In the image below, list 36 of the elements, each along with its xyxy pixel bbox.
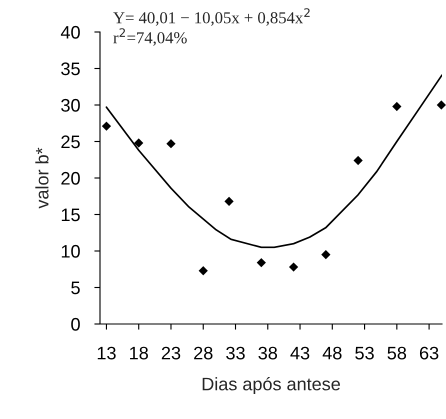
y-axis-title: valor b*	[35, 148, 49, 209]
x-tick-label: 53	[355, 346, 374, 360]
point	[354, 156, 363, 166]
point	[256, 258, 266, 268]
point	[392, 102, 402, 112]
y-tick-label: 15	[62, 208, 80, 222]
line-series	[106, 74, 442, 248]
y-tick-label: 25	[61, 135, 80, 148]
y-tick-label: 0	[71, 318, 80, 331]
x-axis-title: Dias após antese	[202, 376, 340, 394]
point	[102, 122, 112, 131]
x-tick-label: 18	[130, 346, 148, 360]
x-tick-label: 38	[258, 346, 278, 360]
point	[321, 250, 330, 260]
y-tick-label: 20	[61, 172, 80, 185]
point	[134, 138, 144, 148]
y-tick-label: 30	[61, 98, 80, 112]
point	[436, 100, 446, 110]
x-tick-label: 58	[388, 346, 406, 360]
y-tick-label: 40	[60, 26, 80, 39]
annotation: r$^{2}$=74,04%	[113, 28, 187, 46]
x-tick-label: 23	[162, 346, 180, 360]
y-tick-label: 35	[61, 62, 80, 76]
x-tick-label: 33	[226, 346, 245, 360]
x-tick-label: 48	[322, 346, 342, 360]
point	[166, 139, 176, 148]
y-tick-label: 5	[71, 282, 80, 294]
y-tick-label: 10	[62, 244, 80, 258]
point	[198, 266, 208, 276]
x-tick-label: 13	[98, 346, 116, 360]
point	[224, 196, 234, 206]
x-tick-label: 43	[290, 346, 310, 360]
text: Y= 40,01 − 10,05x + 0,854x$^{2}$	[113, 8, 310, 26]
x-tick-label: 28	[194, 346, 213, 360]
point	[288, 262, 298, 272]
x-tick-label: 63	[420, 346, 438, 360]
